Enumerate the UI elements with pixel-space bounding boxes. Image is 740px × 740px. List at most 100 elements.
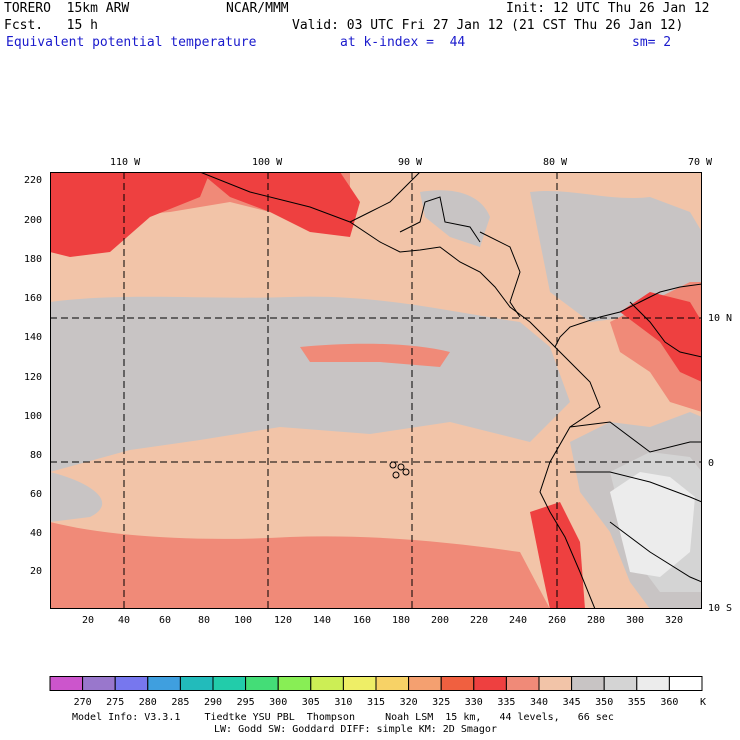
colorbar-label: 355	[628, 697, 646, 706]
y-tick: 180	[24, 254, 43, 265]
y-tick: 140	[24, 332, 43, 343]
x-tick: 20	[82, 615, 95, 626]
lon-label-90w: 90 W	[398, 157, 423, 168]
colorbar-swatch	[49, 676, 84, 691]
x-tick: 240	[509, 615, 528, 626]
colorbar-swatch	[408, 676, 442, 691]
theta-e-map	[50, 172, 702, 609]
colorbar-swatch	[114, 676, 149, 691]
x-tick: 100	[234, 615, 253, 626]
colorbar-swatch	[245, 676, 279, 691]
center-label: NCAR/MMM	[226, 1, 289, 16]
colorbar-swatch	[571, 676, 605, 691]
colorbar-label: 290	[204, 697, 222, 706]
colorbar-label: 300	[269, 697, 287, 706]
lon-label-110w: 110 W	[110, 157, 141, 168]
map-frame	[50, 172, 702, 609]
colorbar-swatch	[636, 676, 670, 691]
lon-label-80w: 80 W	[543, 157, 568, 168]
model-info: Model Info: V3.3.1 Tiedtke YSU PBL Thomp…	[72, 712, 614, 723]
field-title: Equivalent potential temperature	[6, 35, 257, 50]
colorbar-label: 285	[171, 697, 189, 706]
y-tick: 60	[30, 489, 43, 500]
init-time: Init: 12 UTC Thu 26 Jan 12	[506, 1, 710, 16]
x-tick: 140	[313, 615, 332, 626]
smoothing-label: sm= 2	[632, 35, 672, 50]
level-label: at k-index = 44	[340, 35, 466, 50]
colorbar-swatch	[212, 676, 247, 691]
forecast-hour: Fcst. 15 h	[4, 18, 98, 33]
colorbar-swatch	[473, 676, 507, 691]
colorbar-swatch	[668, 676, 703, 691]
colorbar-swatch	[310, 676, 344, 691]
y-tick: 20	[30, 566, 43, 577]
colorbar-label: 310	[334, 697, 352, 706]
colorbar-swatch	[440, 676, 475, 691]
colorbar-label: 315	[367, 697, 385, 706]
colorbar-label: 295	[237, 697, 255, 706]
x-tick: 200	[431, 615, 450, 626]
x-tick: 180	[392, 615, 411, 626]
graticule	[50, 172, 702, 609]
colorbar-swatch	[538, 676, 573, 691]
x-tick: 280	[587, 615, 606, 626]
x-tick: 120	[274, 615, 293, 626]
x-tick: 40	[118, 615, 131, 626]
colorbar-swatch	[603, 676, 638, 691]
y-tick: 40	[30, 528, 43, 539]
x-tick: 60	[159, 615, 172, 626]
colorbar-label: 320	[400, 697, 418, 706]
colorbar-boxes	[49, 676, 703, 691]
colorbar-label: 335	[497, 697, 515, 706]
field-grey-belt	[50, 296, 570, 472]
colorbar-label: 345	[563, 697, 581, 706]
lon-label-70w: 70 W	[688, 157, 713, 168]
x-tick: 220	[470, 615, 489, 626]
colorbar-label: 330	[465, 697, 483, 706]
lon-label-100w: 100 W	[252, 157, 283, 168]
valid-time: Valid: 03 UTC Fri 27 Jan 12 (21 CST Thu …	[292, 18, 684, 33]
colorbar-swatch	[179, 676, 214, 691]
y-tick: 220	[24, 175, 43, 186]
field-salmon-south	[50, 522, 550, 609]
lat-label-10s: 10 S	[708, 603, 733, 614]
colorbar-swatch	[505, 676, 540, 691]
x-tick: 80	[198, 615, 211, 626]
field-red-northwest	[50, 172, 210, 257]
field-white-amazon	[610, 472, 695, 577]
lat-label-0: 0	[708, 458, 715, 469]
field-grey-caribbean	[530, 190, 702, 322]
colorbar-label: 360	[660, 697, 678, 706]
colorbar-units: K	[700, 697, 706, 706]
x-tick: 160	[353, 615, 372, 626]
colorbar-swatch	[82, 676, 116, 691]
colorbar-label: 325	[432, 697, 450, 706]
colorbar-label: 275	[106, 697, 124, 706]
colorbar-label: 270	[74, 697, 92, 706]
colorbar-label: 305	[302, 697, 320, 706]
lat-label-10n: 10 N	[708, 313, 733, 324]
x-tick: 260	[548, 615, 567, 626]
physics-info: LW: Godd SW: Goddard DIFF: simple KM: 2D…	[214, 724, 497, 735]
field-red-peru	[530, 502, 585, 609]
x-tick: 300	[626, 615, 645, 626]
y-tick: 100	[24, 411, 43, 422]
model-label: TORERO 15km ARW	[4, 1, 130, 16]
field-grey-gulf	[420, 190, 490, 247]
colorbar-swatch	[277, 676, 312, 691]
colorbar-swatch	[342, 676, 377, 691]
colorbar-label: 280	[139, 697, 157, 706]
y-tick: 160	[24, 293, 43, 304]
colorbar: 270 275 280 285 290 295 300 305 310 315 320 325 330 3…	[49, 676, 706, 706]
colorbar-swatch	[147, 676, 181, 691]
colorbar-labels: 270 275 280 285 290 295 300 305 310 315 320 325 330 3…	[74, 697, 706, 706]
y-tick: 200	[24, 215, 43, 226]
y-tick: 80	[30, 450, 43, 461]
x-tick: 320	[665, 615, 684, 626]
coastlines	[199, 172, 702, 609]
y-tick: 120	[24, 372, 43, 383]
colorbar-label: 350	[595, 697, 613, 706]
colorbar-label: 340	[530, 697, 548, 706]
field-grey-patch	[50, 472, 103, 522]
colorbar-swatch	[375, 676, 410, 691]
